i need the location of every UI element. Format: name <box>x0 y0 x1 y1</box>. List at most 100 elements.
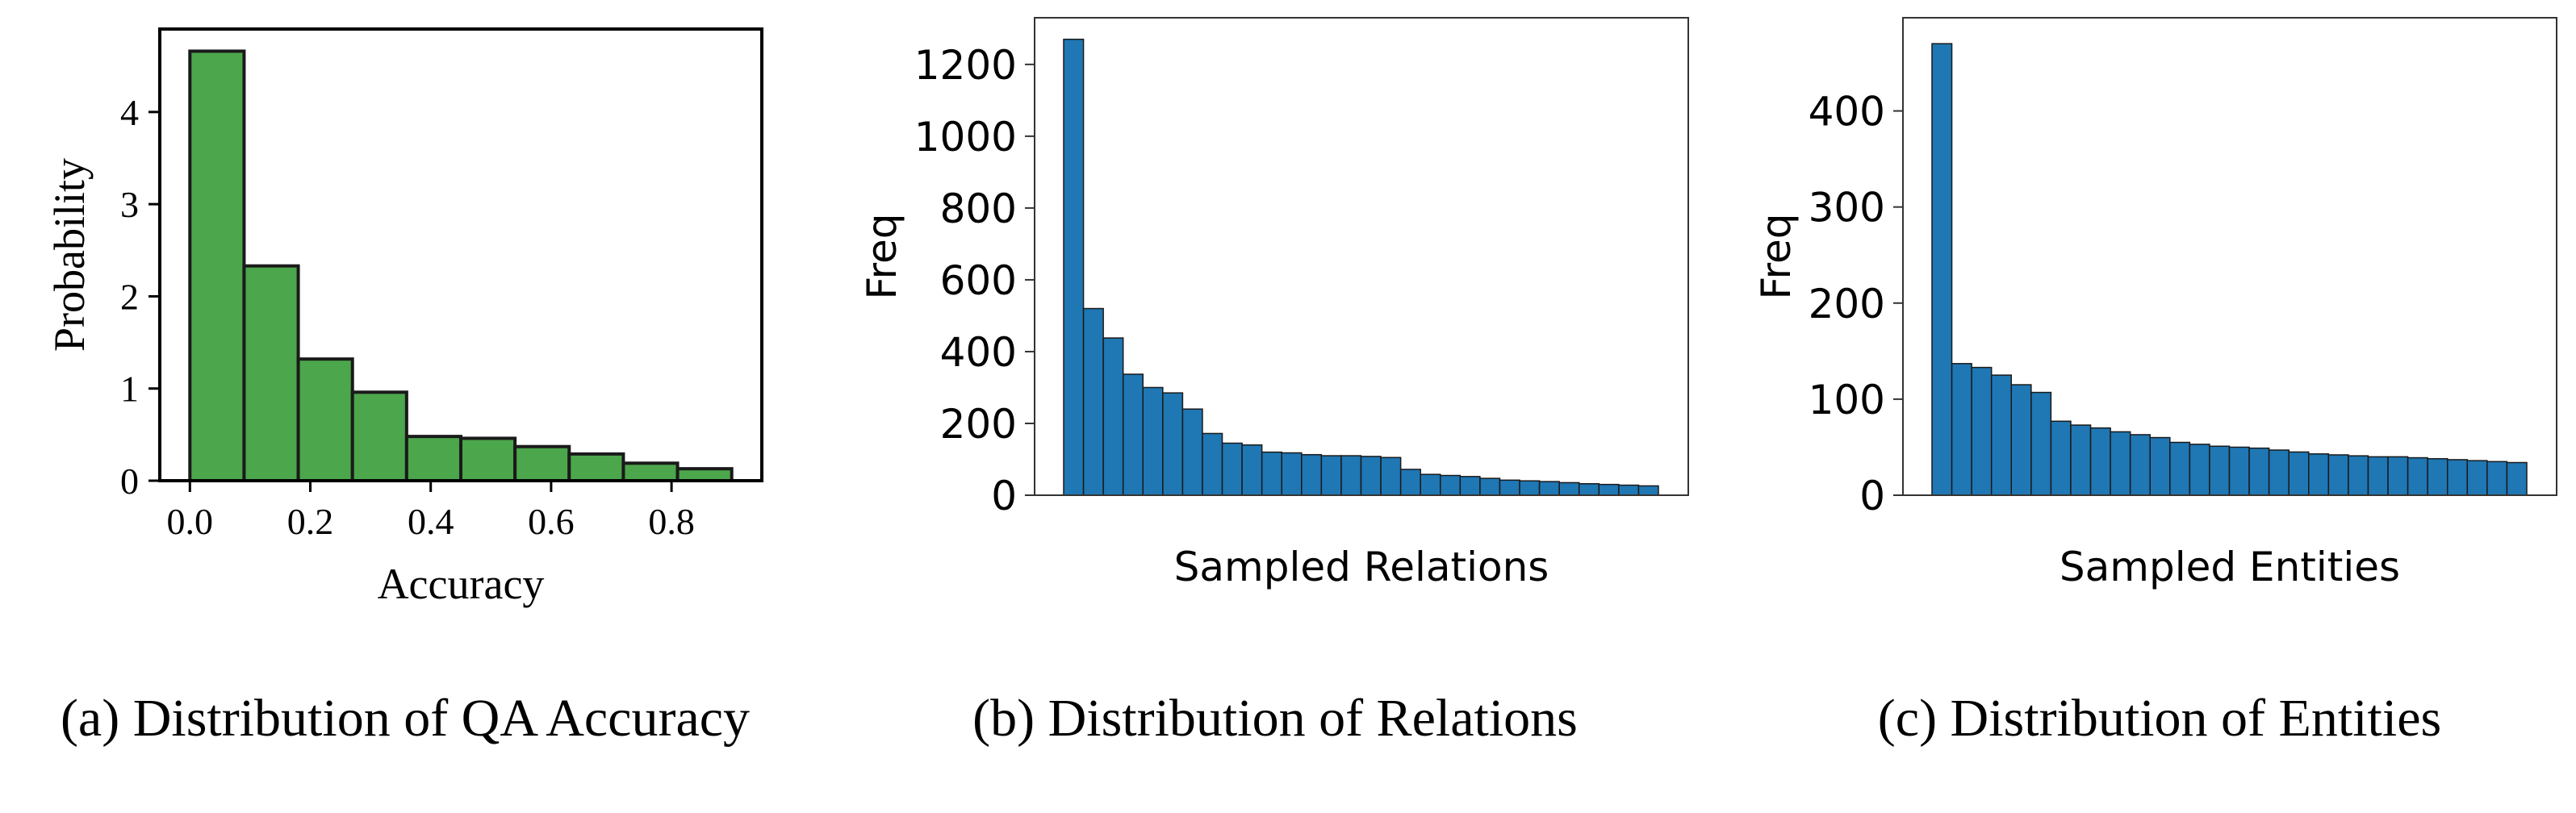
a-ytick-label: 0 <box>120 461 139 502</box>
c-bar <box>2466 460 2488 496</box>
b-bar <box>1122 373 1144 496</box>
c-ytick-label: 400 <box>1809 89 1885 136</box>
c-bar <box>2308 453 2330 496</box>
panel-c: 0 100 200 300 400 Sampled Entities Freq (c) … <box>1753 17 2557 748</box>
b-bar <box>1202 432 1223 496</box>
b-ytick-label: 800 <box>940 186 1017 232</box>
c-ytick-label: 100 <box>1809 377 1885 423</box>
c-ytick-label: 200 <box>1809 281 1885 327</box>
b-ytick-label: 400 <box>940 329 1017 376</box>
b-ytick-label: 0 <box>991 473 1017 519</box>
b-bar <box>1479 477 1501 496</box>
a-ytick-label: 2 <box>120 276 139 317</box>
a-caption: (a) Distribution of QA Accuracy <box>61 689 750 748</box>
a-axes-frame <box>158 27 763 482</box>
c-bar <box>2248 447 2270 496</box>
c-yticks: 0 100 200 300 400 <box>1809 89 1903 519</box>
c-bar <box>2407 457 2428 496</box>
b-bar <box>1558 482 1580 496</box>
a-xtick-label: 0.6 <box>528 501 575 542</box>
c-bars <box>1931 43 2528 496</box>
c-bar <box>2050 420 2072 496</box>
b-bar <box>1637 485 1659 496</box>
c-bar <box>2129 434 2151 496</box>
c-bar <box>2169 441 2191 496</box>
c-bar <box>2327 454 2349 496</box>
c-xlabel: Sampled Entities <box>2060 544 2400 590</box>
b-axes-frame <box>1034 17 1689 496</box>
a-xlabel: Accuracy <box>378 560 545 608</box>
a-bar <box>459 436 517 483</box>
a-xticks: 0.0 0.2 0.4 0.6 0.8 <box>167 481 695 542</box>
b-xlabel: Sampled Relations <box>1174 544 1549 590</box>
b-bar <box>1261 451 1282 496</box>
b-bar <box>1241 444 1263 496</box>
a-bar <box>188 49 246 482</box>
a-bar <box>350 390 408 482</box>
a-bar <box>404 435 462 483</box>
c-bar <box>2348 455 2369 496</box>
c-bar <box>1971 366 1993 496</box>
c-bar <box>2387 456 2409 496</box>
b-bar <box>1360 456 1382 496</box>
c-ytick-label: 300 <box>1809 185 1885 231</box>
b-yticks: 0 200 400 600 800 1000 1200 <box>914 42 1035 519</box>
c-bar <box>1951 363 1972 496</box>
b-caption: (b) Distribution of Relations <box>972 689 1578 748</box>
c-bar <box>2367 456 2389 496</box>
b-bar <box>1102 337 1124 496</box>
b-ytick-label: 1200 <box>914 42 1017 89</box>
b-bar <box>1142 386 1164 496</box>
a-xtick-label: 0.4 <box>408 501 454 542</box>
c-bar <box>2189 444 2210 496</box>
b-ylabel: Freq <box>859 213 905 299</box>
a-ylabel: Probability <box>45 158 94 352</box>
b-ytick-label: 600 <box>940 257 1017 304</box>
c-bar <box>2149 436 2171 496</box>
a-bar <box>621 461 680 482</box>
c-bar <box>2089 427 2111 496</box>
b-bar <box>1538 481 1560 496</box>
b-bar <box>1380 457 1402 496</box>
a-ytick-label: 1 <box>120 369 139 410</box>
b-bar <box>1221 442 1243 496</box>
panel-a: 0 1 2 3 4 0.0 0.2 0.4 0.6 0.8 Accuracy Probabili… <box>45 27 763 748</box>
b-bar <box>1301 453 1323 496</box>
b-bar <box>1063 38 1085 496</box>
a-yticks: 0 1 2 3 4 <box>120 92 160 502</box>
a-ytick-label: 3 <box>120 184 139 225</box>
a-ytick-label: 4 <box>120 92 139 133</box>
c-bar <box>2288 451 2310 496</box>
a-xtick-label: 0.0 <box>167 501 214 542</box>
a-bars <box>188 49 734 483</box>
c-bar <box>2209 445 2231 496</box>
b-ytick-label: 1000 <box>914 114 1017 161</box>
a-xtick-label: 0.8 <box>648 501 695 542</box>
b-bar <box>1082 307 1104 496</box>
c-bar <box>2506 461 2528 496</box>
c-ytick-label: 0 <box>1859 473 1885 519</box>
c-bar <box>2427 457 2448 496</box>
c-bar <box>2110 431 2131 496</box>
a-bar <box>242 264 300 482</box>
c-bar <box>2070 424 2092 496</box>
b-bar <box>1578 483 1600 496</box>
a-xtick-label: 0.2 <box>287 501 334 542</box>
c-bar <box>2446 459 2469 496</box>
b-bar <box>1420 473 1441 496</box>
c-bar <box>2030 391 2052 496</box>
b-bar <box>1440 474 1462 496</box>
c-bar <box>1931 43 1953 496</box>
c-bar <box>2010 384 2032 496</box>
b-bar <box>1499 479 1520 496</box>
a-bar <box>567 452 625 482</box>
b-ytick-label: 200 <box>940 401 1017 448</box>
b-bar <box>1320 455 1342 496</box>
a-bar <box>296 357 354 482</box>
a-bar <box>675 467 734 483</box>
c-ylabel: Freq <box>1753 213 1800 299</box>
b-bar <box>1181 408 1203 496</box>
c-caption: (c) Distribution of Entities <box>1878 689 2441 748</box>
